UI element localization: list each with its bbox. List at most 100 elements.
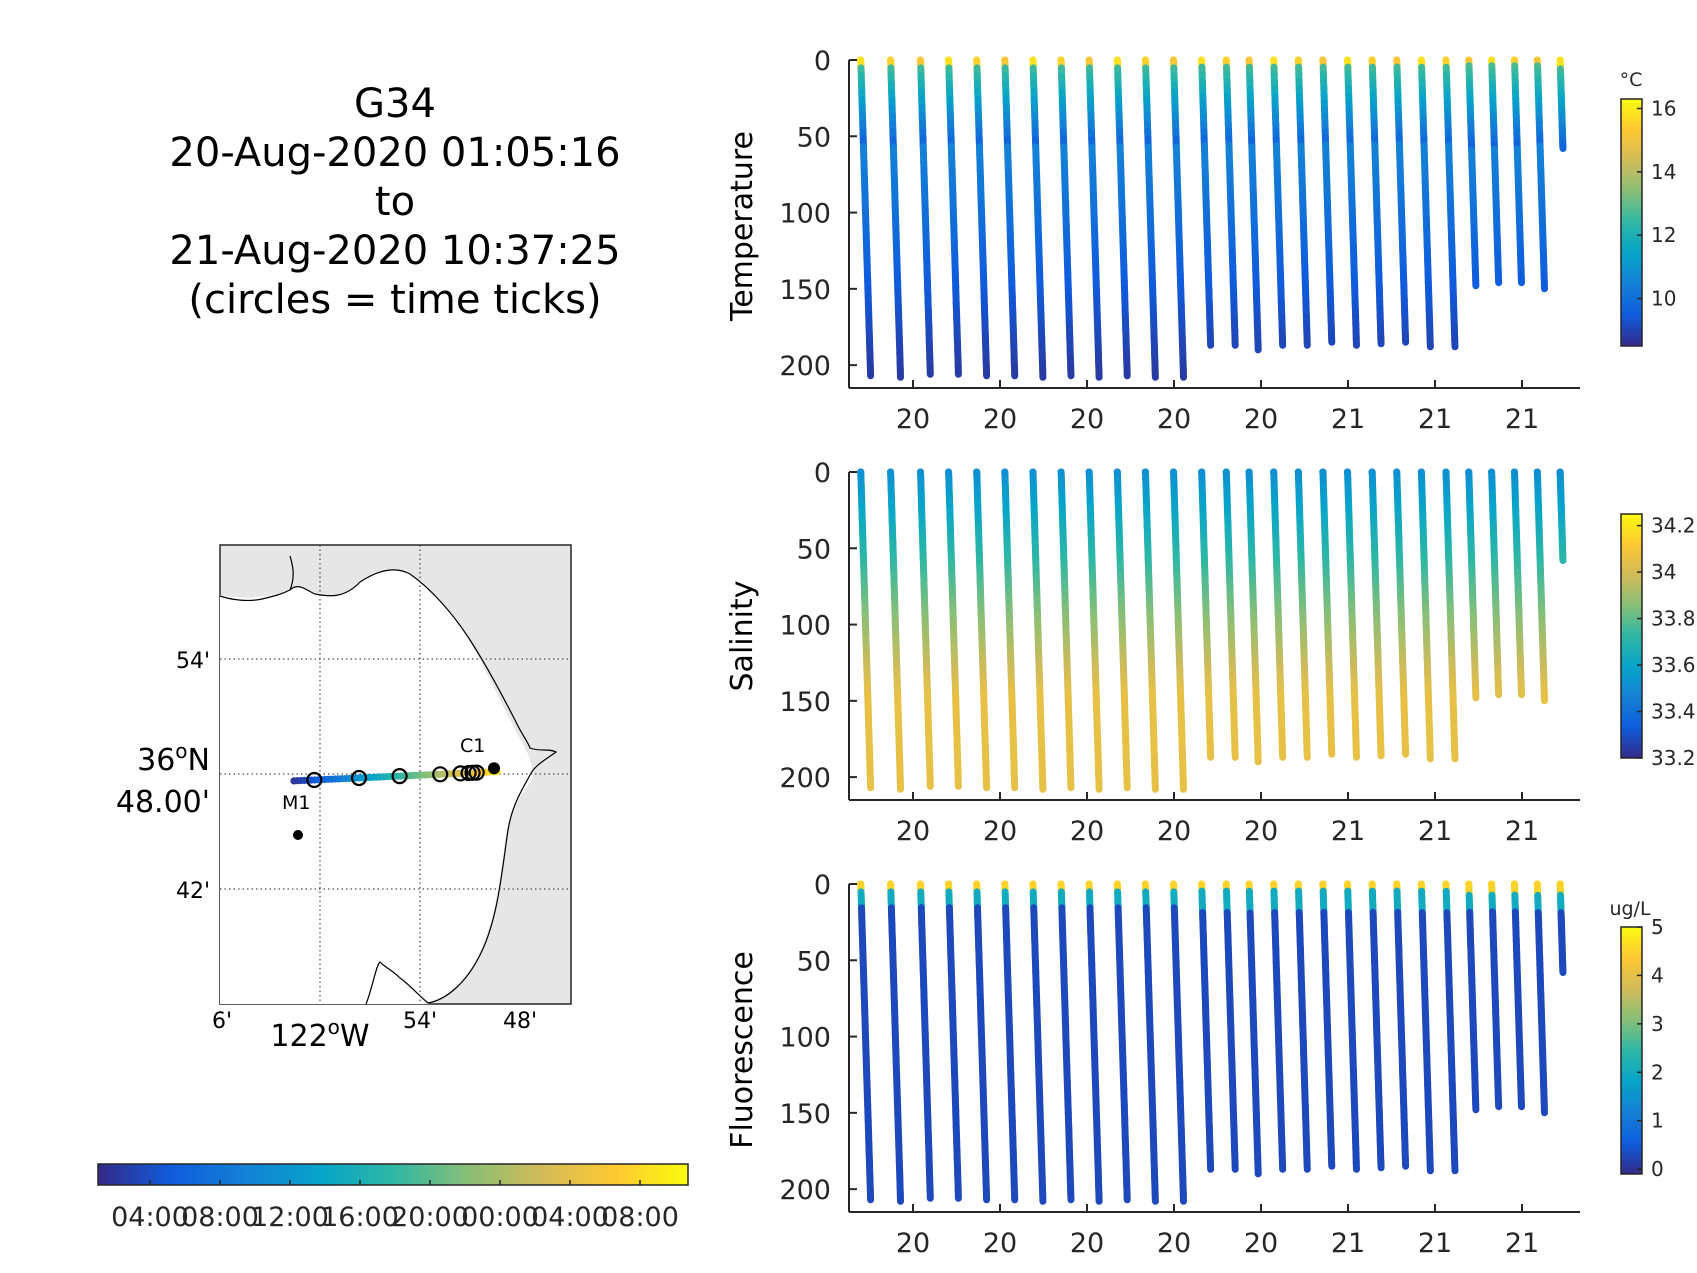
map-lat-main-label: 36oN xyxy=(137,739,210,778)
x-tick-label: 21 xyxy=(1418,404,1452,435)
y-tick-label: 200 xyxy=(779,1175,831,1206)
x-tick-label: 21 xyxy=(1418,816,1452,847)
map-lon-main-label: 122oW xyxy=(270,1015,369,1054)
colorbar-tick-label: 5 xyxy=(1651,915,1664,939)
salinity-panel: 0 50 100 150 200 20 20 20 20 20 21 21 21 Salinity 3… xyxy=(725,458,1696,847)
x-tick-label: 21 xyxy=(1331,816,1365,847)
time-colorbar xyxy=(97,1163,689,1186)
fluorescence-axes xyxy=(848,884,1580,1213)
salinity-axes xyxy=(848,472,1580,801)
glider-name: G34 xyxy=(354,81,436,127)
salinity-ylabel: Salinity xyxy=(725,581,760,692)
time-tick-label: 20:00 xyxy=(391,1202,469,1233)
x-tick-label: 21 xyxy=(1505,816,1539,847)
time-tick-circle xyxy=(350,769,368,787)
temperature-colorbar-ticks: 10 12 14 16 xyxy=(1637,97,1676,311)
temperature-x-ticks: 20 20 20 20 20 21 21 21 xyxy=(896,380,1539,435)
y-tick-label: 0 xyxy=(814,46,831,77)
salinity-colorbar xyxy=(1620,513,1643,759)
colorbar-tick-label: 33.2 xyxy=(1651,746,1696,770)
colorbar-tick-label: 33.8 xyxy=(1651,607,1696,631)
salinity-y-ticks: 0 50 100 150 200 xyxy=(779,458,857,794)
x-tick-label: 20 xyxy=(1070,404,1104,435)
glider-track xyxy=(290,762,501,789)
fluorescence-colorbar-ticks: 0 1 2 3 4 5 xyxy=(1637,915,1664,1181)
temperature-ylabel: Temperature xyxy=(725,131,760,322)
time-tick-label: 08:00 xyxy=(601,1202,679,1233)
map-panel: M1 C1 54' 42' 36oN 48.00' 6' 54' 48' 122… xyxy=(116,544,572,1054)
time-tick-circle xyxy=(468,764,485,781)
fluorescence-colorbar xyxy=(1620,926,1643,1175)
y-tick-label: 100 xyxy=(779,1023,831,1054)
map-lat-label-54: 54' xyxy=(176,649,210,674)
fluorescence-ylabel: Fluorescence xyxy=(725,951,760,1149)
m1-mooring-marker xyxy=(293,830,303,840)
y-tick-label: 150 xyxy=(779,687,831,718)
x-tick-label: 20 xyxy=(1244,1228,1278,1259)
station-c1: C1 xyxy=(460,735,485,757)
figure-title: G34 20-Aug-2020 01:05:16 to 21-Aug-2020 … xyxy=(90,80,700,325)
colorbar-tick-label: 16 xyxy=(1651,97,1676,121)
colorbar-tick-label: 4 xyxy=(1651,963,1664,987)
x-tick-label: 21 xyxy=(1331,1228,1365,1259)
colorbar-tick-label: 14 xyxy=(1651,160,1676,184)
salinity-x-ticks: 20 20 20 20 20 21 21 21 xyxy=(896,792,1539,847)
station-m1: M1 xyxy=(282,792,310,814)
time-tick-label: 12:00 xyxy=(251,1202,329,1233)
colorbar-tick-label: 3 xyxy=(1651,1012,1664,1036)
map-lat-minutes-label: 48.00' xyxy=(116,785,210,820)
map-lon-label-48: 48' xyxy=(503,1009,537,1034)
x-tick-label: 21 xyxy=(1505,404,1539,435)
fluorescence-x-ticks: 20 20 20 20 20 21 21 21 xyxy=(896,1204,1539,1259)
coastline xyxy=(219,555,558,1005)
time-tick-label: 08:00 xyxy=(181,1202,259,1233)
time-tick-circle xyxy=(391,767,408,785)
colorbar-tick-label: 1 xyxy=(1651,1109,1664,1133)
temperature-colorbar-unit: °C xyxy=(1620,69,1643,91)
y-tick-label: 50 xyxy=(797,534,831,565)
time-tick-circle xyxy=(452,765,469,782)
x-tick-label: 20 xyxy=(896,404,930,435)
x-tick-label: 20 xyxy=(1157,816,1191,847)
start-time: 20-Aug-2020 01:05:16 xyxy=(169,130,621,176)
y-tick-label: 50 xyxy=(797,946,831,977)
colorbar-tick-label: 10 xyxy=(1651,287,1676,311)
y-tick-label: 200 xyxy=(779,763,831,794)
x-tick-label: 21 xyxy=(1505,1228,1539,1259)
map-lon-label-6: 6' xyxy=(212,1009,232,1034)
circles-note: (circles = time ticks) xyxy=(188,277,602,323)
colorbar-tick-label: 33.4 xyxy=(1651,700,1696,724)
temperature-y-ticks: 0 50 100 150 200 xyxy=(779,46,857,382)
y-tick-label: 100 xyxy=(779,611,831,642)
time-tick-label: 16:00 xyxy=(321,1202,399,1233)
y-tick-label: 150 xyxy=(779,1099,831,1130)
to-label: to xyxy=(374,179,416,225)
fluorescence-profile-points xyxy=(857,880,1567,1205)
x-tick-label: 20 xyxy=(896,816,930,847)
fluorescence-y-ticks: 0 50 100 150 200 xyxy=(779,870,857,1206)
x-tick-label: 20 xyxy=(1244,816,1278,847)
y-tick-label: 200 xyxy=(779,351,831,382)
x-tick-label: 21 xyxy=(1331,404,1365,435)
x-tick-label: 20 xyxy=(1157,1228,1191,1259)
x-tick-label: 20 xyxy=(896,1228,930,1259)
temperature-profile-points xyxy=(857,56,1567,381)
y-tick-label: 0 xyxy=(814,870,831,901)
y-tick-label: 0 xyxy=(814,458,831,489)
colorbar-tick-label: 34.2 xyxy=(1651,514,1696,538)
x-tick-label: 20 xyxy=(983,816,1017,847)
time-tick-circle xyxy=(306,771,323,789)
x-tick-label: 20 xyxy=(983,404,1017,435)
y-tick-label: 150 xyxy=(779,275,831,306)
colorbar-tick-label: 2 xyxy=(1651,1060,1664,1084)
x-tick-label: 20 xyxy=(1070,816,1104,847)
temperature-colorbar xyxy=(1620,98,1643,347)
colorbar-tick-label: 0 xyxy=(1651,1157,1664,1181)
map-lat-label-42: 42' xyxy=(176,879,210,904)
time-tick-circle xyxy=(432,766,449,783)
time-tick-label: 00:00 xyxy=(461,1202,539,1233)
map-lon-label-54: 54' xyxy=(403,1009,437,1034)
temperature-panel: 0 50 100 150 200 20 20 20 20 20 21 21 21 Temperatur… xyxy=(725,46,1676,435)
